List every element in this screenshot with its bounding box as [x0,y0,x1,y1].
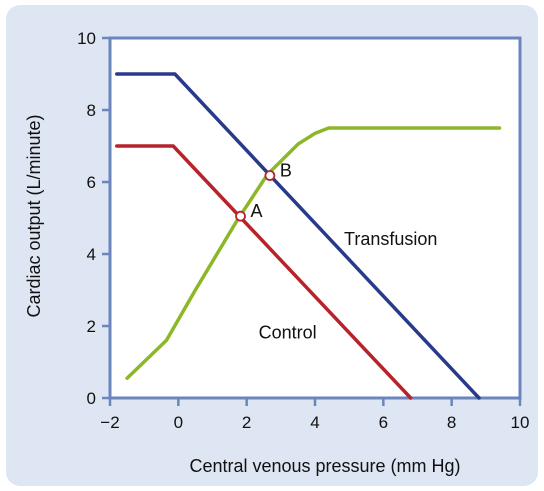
plot-area [108,36,522,400]
x-axis-title: Central venous pressure (mm Hg) [189,456,460,476]
control-cardiac-output-line [115,144,413,400]
y-axis-ticks: 0 2 4 6 8 10 [77,29,110,408]
x-axis-ticks: −2 0 2 4 6 8 10 [100,398,529,432]
curve-annotation-control: Control [259,323,317,343]
x-tick-label: 4 [310,413,319,432]
x-tick-label: 8 [447,413,456,432]
curve-annotation-transfusion: Transfusion [344,229,437,249]
y-tick-label: 2 [87,317,96,336]
y-tick-label: 10 [77,29,96,48]
equilibrium-point-a [235,210,246,222]
y-tick-label: 4 [87,245,96,264]
x-tick-label: 2 [242,413,251,432]
y-tick-label: 0 [87,389,96,408]
x-tick-label: 10 [511,413,530,432]
equilibrium-point-b [264,170,276,181]
x-tick-label: 0 [174,413,183,432]
y-tick-label: 8 [87,101,96,120]
equilibrium-point-label-a: A [251,201,263,221]
transfusion-cardiac-output-line [115,72,481,400]
x-tick-label: −2 [100,413,119,432]
y-tick-label: 6 [87,173,96,192]
annotation-layer: Transfusion Control [259,229,438,343]
x-tick-label: 6 [379,413,388,432]
equilibrium-point-label-b: B [280,161,292,181]
markers-layer: AB [235,161,292,222]
y-axis-title: Cardiac output (L/minute) [24,114,44,317]
